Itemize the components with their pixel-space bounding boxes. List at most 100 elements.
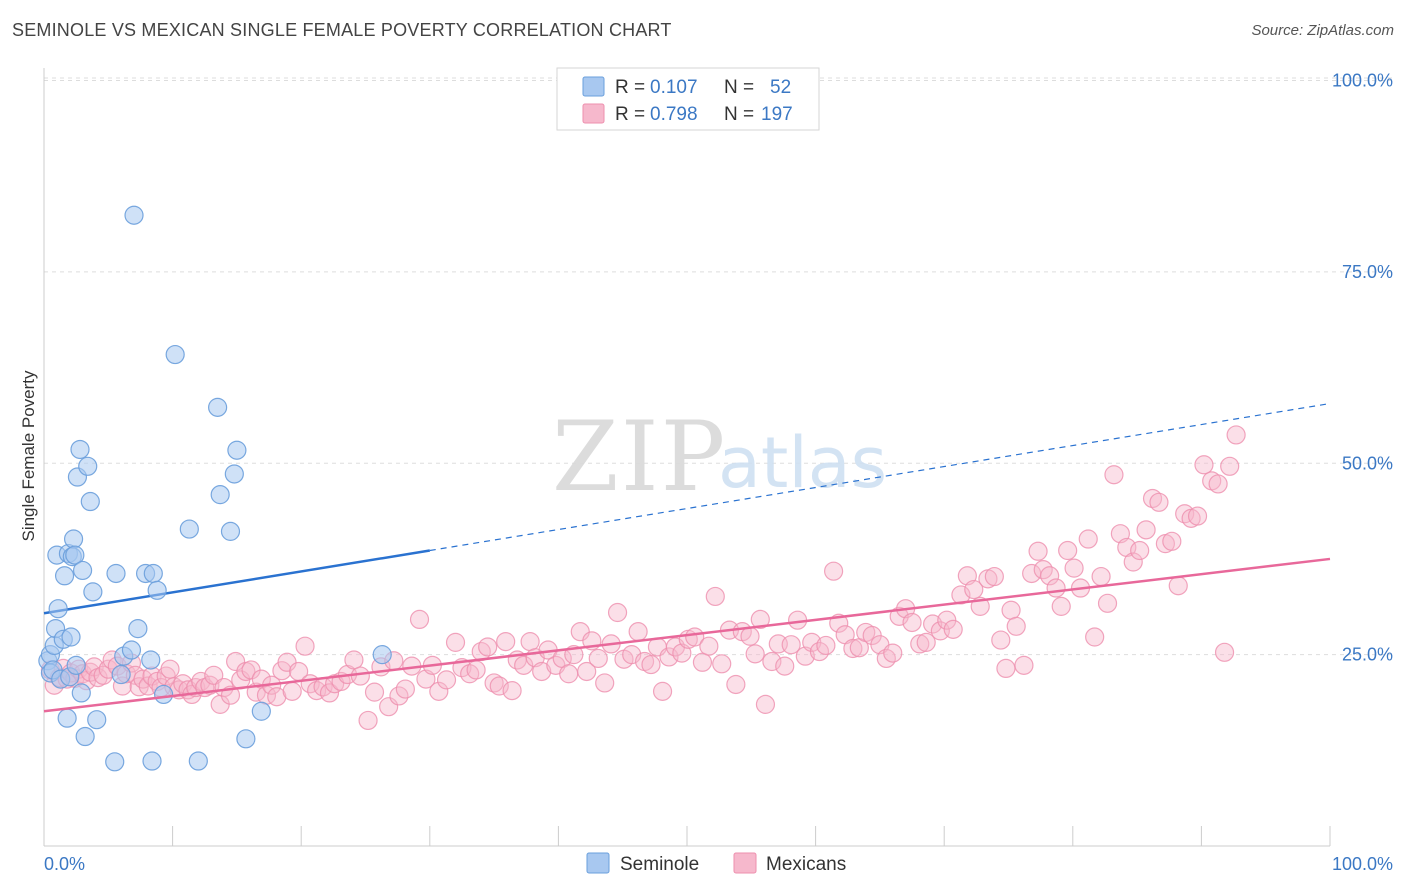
mexicans-point	[916, 632, 936, 652]
seminole-point	[121, 640, 142, 660]
mexicans-point	[910, 634, 930, 654]
mexicans-point	[1085, 627, 1105, 647]
seminole-trend-line	[43, 549, 431, 615]
seminole-point	[124, 205, 144, 225]
mexicans-point	[883, 643, 903, 663]
mexicans-points	[40, 425, 1246, 731]
mexicans-point	[436, 670, 457, 690]
mexicans-point	[824, 561, 844, 581]
x-tick-label: 100.0%	[1332, 854, 1393, 874]
seminole-point	[71, 683, 91, 703]
watermark-zip: ZIP	[552, 401, 727, 513]
mexicans-trend-line	[43, 557, 1331, 713]
mexicans-point	[1064, 558, 1084, 578]
mexicans-point	[1220, 456, 1240, 476]
mexicans-point	[282, 681, 302, 701]
mexicans-point	[319, 683, 340, 703]
seminole-point	[83, 582, 103, 602]
mexicans-point	[1187, 506, 1208, 526]
x-tick-label: 0.0%	[44, 854, 85, 874]
mexicans-point	[692, 652, 713, 672]
mexicans-point	[1136, 520, 1156, 540]
mexicans-point	[1123, 552, 1143, 572]
mexicans-point	[1040, 566, 1060, 586]
y-tick-label: 25.0%	[1342, 645, 1393, 665]
mexicans-point	[204, 665, 224, 685]
mexicans-point	[200, 675, 220, 695]
mexicans-point	[1162, 531, 1182, 551]
legend-bottom-label-seminole: Seminole	[620, 854, 699, 875]
seminole-point	[141, 650, 161, 670]
mexicans-point	[484, 673, 504, 693]
seminole-point	[66, 655, 86, 675]
y-tick-label: 50.0%	[1342, 453, 1393, 473]
seminole-point	[208, 397, 228, 417]
mexicans-point	[775, 656, 795, 676]
mexicans-point	[489, 676, 509, 696]
mexicans-point	[641, 654, 661, 675]
seminole-point	[153, 684, 174, 705]
mexicans-point	[358, 710, 378, 731]
mexicans-point	[659, 647, 679, 667]
y-axis-label: Single Female Poverty	[19, 370, 38, 542]
mexicans-point	[1058, 540, 1078, 561]
mexicans-point	[991, 630, 1011, 650]
legend-r-value-mexicans: 0.798	[650, 104, 698, 125]
seminole-point	[87, 710, 107, 730]
source-credit: Source: ZipAtlas.com	[1251, 22, 1394, 39]
seminole-point	[220, 521, 241, 541]
mexicans-point	[395, 679, 415, 699]
seminole-point	[251, 701, 271, 721]
mexicans-point	[409, 609, 430, 630]
seminole-point	[210, 485, 230, 505]
mexicans-point	[514, 655, 534, 675]
mexicans-point	[466, 660, 486, 680]
legend-bottom-label-mexicans: Mexicans	[766, 854, 846, 875]
watermark: ZIP atlas	[552, 401, 887, 513]
mexicans-point	[226, 651, 246, 672]
mexicans-point	[1051, 596, 1071, 616]
mexicans-point	[902, 612, 922, 633]
mexicans-point	[923, 614, 943, 634]
seminole-point	[63, 529, 84, 549]
mexicans-point	[295, 636, 315, 656]
mexicans-point	[740, 626, 760, 646]
mexicans-point	[745, 644, 765, 664]
seminole-point	[57, 708, 77, 728]
mexicans-point	[816, 635, 836, 656]
legend-bottom-swatch-seminole	[586, 852, 610, 874]
legend-n-label-seminole: N =	[724, 77, 754, 98]
seminole-point	[224, 464, 244, 484]
mexicans-point	[1028, 541, 1048, 561]
mexicans-point	[1194, 455, 1214, 475]
mexicans-point	[350, 666, 370, 686]
mexicans-point	[520, 632, 540, 652]
seminole-point	[72, 560, 93, 581]
seminole-point	[48, 599, 68, 619]
legend-n-label-mexicans: N =	[724, 104, 754, 125]
mexicans-point	[964, 579, 984, 600]
legend-bottom: Seminole Mexicans	[586, 852, 846, 875]
mexicans-point	[1130, 540, 1150, 561]
mexicans-point	[996, 658, 1016, 679]
seminole-point	[179, 519, 199, 539]
mexicans-point	[652, 681, 673, 701]
seminole-point	[65, 545, 85, 565]
seminole-point	[75, 726, 95, 747]
legend-swatch-seminole	[582, 76, 605, 97]
seminole-point	[111, 664, 131, 685]
mexicans-point	[876, 648, 896, 669]
y-tick-label: 75.0%	[1342, 262, 1393, 282]
seminole-point	[78, 456, 98, 476]
y-tick-label: 100.0%	[1332, 71, 1393, 91]
mexicans-point	[628, 622, 648, 642]
mexicans-point	[344, 650, 364, 670]
seminole-point	[106, 563, 126, 584]
seminole-point	[143, 563, 163, 584]
mexicans-point	[1046, 578, 1066, 598]
mexicans-point	[1097, 593, 1118, 613]
mexicans-point	[1168, 576, 1188, 596]
mexicans-point	[1208, 474, 1228, 494]
watermark-atlas: atlas	[718, 422, 887, 504]
